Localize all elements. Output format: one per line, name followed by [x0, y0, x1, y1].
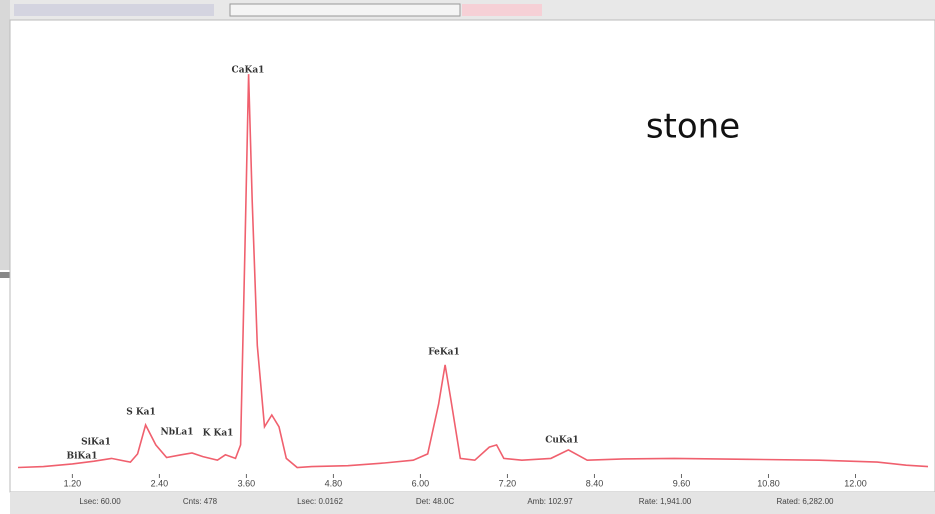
plot-area: [9, 19, 935, 493]
x-tick-label: 10.80: [757, 478, 780, 488]
peak-label: K Ka1: [203, 429, 234, 439]
peak-label: FeKa1: [428, 348, 460, 358]
status-bar: [10, 492, 935, 514]
x-tick-label: 7.20: [499, 478, 517, 488]
status-field: Rated: 6,282.00: [777, 497, 834, 506]
status-field: Amb: 102.97: [527, 497, 573, 506]
peak-label: BiKa1: [67, 452, 98, 462]
top-field: [14, 4, 214, 16]
peak-label: S Ka1: [126, 408, 156, 418]
x-tick-label: 8.40: [586, 478, 604, 488]
peak-label: SiKa1: [81, 438, 111, 448]
x-tick-label: 9.60: [673, 478, 691, 488]
spectrum-line: [17, 74, 929, 469]
status-field: Cnts: 478: [183, 497, 218, 506]
top-field: [462, 4, 542, 16]
x-tick-label: 4.80: [325, 478, 343, 488]
peak-label: CaKa1: [232, 66, 265, 76]
top-field: [229, 3, 461, 17]
x-tick-label: 6.00: [412, 478, 430, 488]
x-tick-label: 3.60: [238, 478, 256, 488]
peak-label: NbLa1: [161, 428, 194, 438]
title: stone: [646, 107, 740, 147]
status-field: Lsec: 60.00: [79, 497, 121, 506]
status-field: Lsec: 0.0162: [297, 497, 343, 506]
status-field: Det: 48.0C: [416, 497, 454, 506]
x-tick-label: 1.20: [64, 478, 82, 488]
peak-label: CuKa1: [545, 436, 579, 446]
x-tick-label: 2.40: [151, 478, 169, 488]
status-field: Rate: 1,941.00: [639, 497, 692, 506]
x-tick-label: 12.00: [844, 478, 867, 488]
